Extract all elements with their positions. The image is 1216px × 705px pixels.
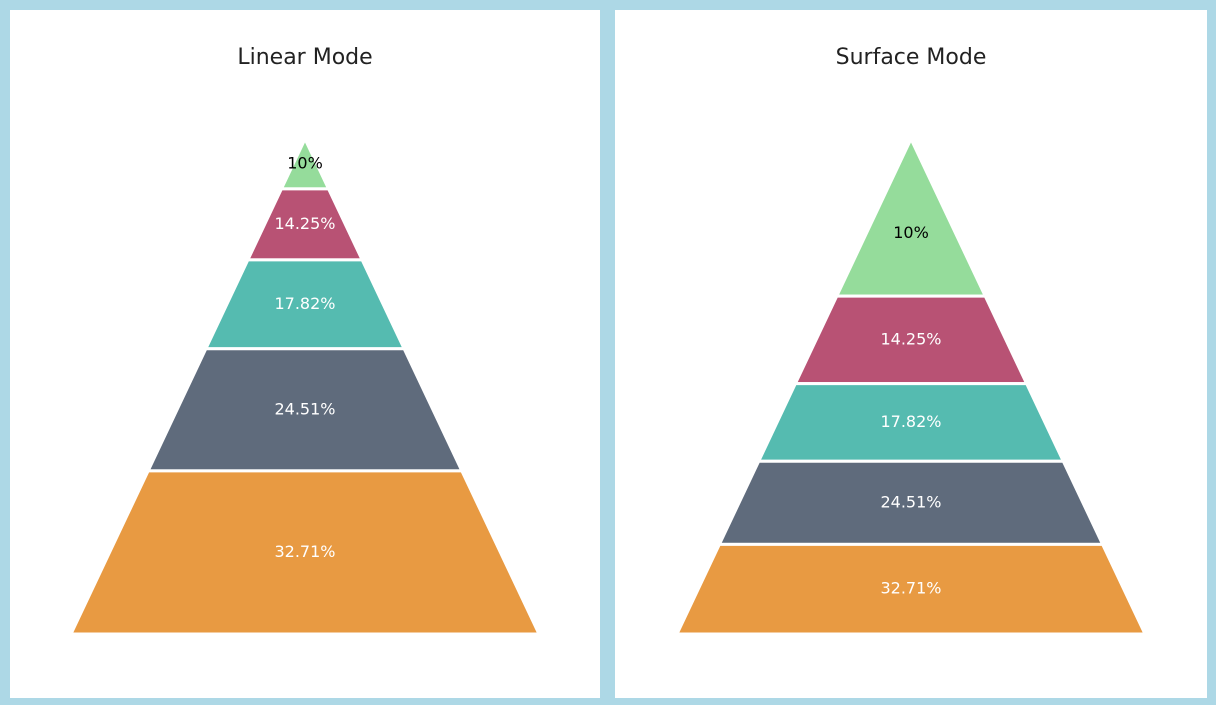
chart-title: Surface Mode bbox=[836, 45, 987, 70]
data-label: 10% bbox=[893, 223, 929, 242]
data-label: 24.51% bbox=[880, 492, 941, 511]
pyramid-segment bbox=[68, 469, 542, 636]
data-label: 17.82% bbox=[274, 294, 335, 313]
data-label: 17.82% bbox=[880, 412, 941, 431]
data-label: 10% bbox=[287, 153, 323, 172]
data-label: 24.51% bbox=[274, 399, 335, 418]
data-label: 14.25% bbox=[880, 329, 941, 348]
chart-title: Linear Mode bbox=[237, 45, 372, 70]
data-label: 32.71% bbox=[274, 542, 335, 561]
data-label: 32.71% bbox=[880, 579, 941, 598]
pyramid-segment bbox=[674, 542, 1148, 636]
data-label: 14.25% bbox=[274, 214, 335, 233]
